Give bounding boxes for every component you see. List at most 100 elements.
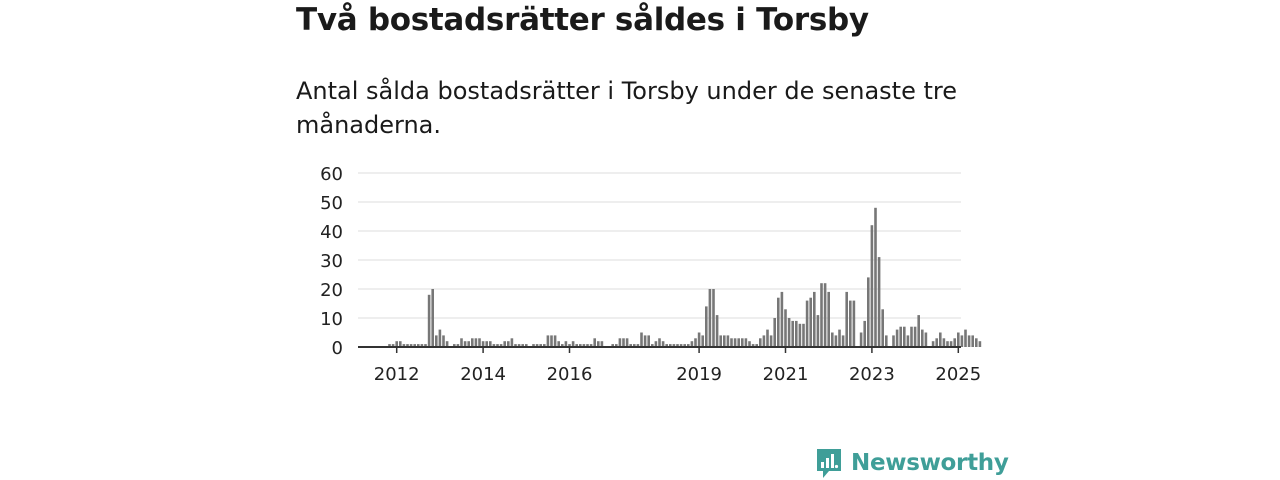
bar — [863, 320, 866, 347]
bar — [568, 344, 571, 347]
bar — [777, 297, 780, 347]
bar — [510, 338, 514, 347]
bar — [388, 344, 391, 347]
bar — [456, 344, 460, 347]
bar — [640, 332, 643, 347]
y-tick-label: 40 — [320, 222, 343, 243]
chart-subtitle: Antal sålda bostadsrätter i Torsby under… — [296, 77, 957, 139]
bar — [539, 344, 542, 347]
bar — [651, 344, 654, 347]
bar — [953, 338, 956, 347]
bar — [719, 335, 722, 347]
bar — [485, 341, 488, 347]
y-tick-label: 20 — [320, 280, 343, 301]
bar — [766, 329, 769, 347]
bar — [964, 329, 967, 347]
bar — [478, 338, 481, 347]
x-tick-label: 2025 — [935, 364, 981, 385]
bar — [924, 332, 928, 347]
bar — [553, 335, 557, 347]
bar — [399, 341, 402, 347]
bar — [917, 315, 920, 347]
bar — [705, 306, 708, 347]
bar — [550, 335, 553, 347]
bar — [445, 341, 449, 347]
bar — [773, 318, 776, 347]
brand-name: Newsworthy — [851, 450, 1009, 476]
bar — [975, 338, 978, 347]
bar — [748, 341, 751, 347]
bar — [435, 335, 438, 347]
bar — [816, 315, 820, 347]
y-tick-label: 0 — [332, 338, 343, 359]
bar — [881, 309, 884, 347]
bar — [701, 335, 704, 347]
data-labels: 2 — [1017, 0, 1028, 5]
x-tick-label: 2019 — [676, 364, 722, 385]
bar — [802, 323, 805, 347]
bar — [561, 344, 564, 347]
bar — [823, 283, 827, 347]
y-tick-label: 30 — [320, 251, 343, 272]
bar — [931, 341, 935, 347]
bar — [557, 341, 560, 347]
bar — [622, 338, 625, 347]
bar — [593, 338, 596, 347]
bar — [946, 341, 949, 347]
bar — [838, 329, 841, 347]
bar — [683, 344, 686, 347]
bar — [406, 344, 409, 347]
bar — [841, 335, 845, 347]
bar — [575, 344, 578, 347]
bar — [611, 344, 614, 347]
bar — [618, 338, 622, 347]
bar — [769, 335, 773, 347]
bar — [499, 344, 503, 347]
bar — [658, 338, 661, 347]
bar — [870, 225, 874, 347]
bar — [481, 341, 485, 347]
bar — [867, 277, 870, 347]
bar — [589, 344, 593, 347]
x-tick-label: 2023 — [849, 364, 895, 385]
bar — [633, 344, 636, 347]
bar — [809, 297, 812, 347]
bar — [935, 338, 938, 347]
newsworthy-logo[interactable]: Newsworthy — [815, 447, 1009, 479]
bar — [787, 318, 791, 347]
x-tick-label: 2012 — [374, 364, 420, 385]
bar — [971, 335, 974, 347]
bar — [895, 329, 899, 347]
y-axis-ticks: 0 10 20 30 40 50 60 — [320, 164, 343, 359]
bar — [442, 335, 445, 347]
newsworthy-logo-icon — [817, 449, 841, 478]
x-tick-label: 2021 — [763, 364, 809, 385]
bar — [741, 338, 744, 347]
bar — [654, 341, 658, 347]
bar — [532, 344, 535, 347]
bar — [460, 338, 463, 347]
bar — [903, 326, 906, 347]
bar — [391, 344, 395, 347]
bar — [471, 338, 474, 347]
bar — [409, 344, 413, 347]
gridlines — [358, 172, 961, 319]
bar — [676, 344, 679, 347]
bar — [744, 338, 748, 347]
bar — [795, 320, 798, 347]
bar — [942, 338, 946, 347]
bar — [600, 341, 604, 347]
bar — [647, 335, 650, 347]
bar — [949, 341, 953, 347]
bar — [834, 335, 838, 347]
bar — [967, 335, 971, 347]
bar — [582, 344, 586, 347]
chart-title: Två bostadsrätter såldes i Torsby — [296, 2, 869, 38]
bar — [694, 338, 697, 347]
bar — [431, 289, 434, 347]
bar — [395, 341, 398, 347]
bar — [474, 338, 478, 347]
bar — [661, 341, 665, 347]
bar — [514, 344, 517, 347]
